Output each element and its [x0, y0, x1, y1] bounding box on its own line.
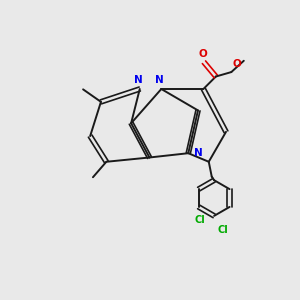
Text: O: O: [198, 49, 207, 59]
Text: Cl: Cl: [217, 225, 228, 236]
Text: Cl: Cl: [194, 215, 205, 225]
Text: N: N: [155, 75, 164, 85]
Text: N: N: [134, 75, 142, 85]
Text: O: O: [232, 59, 241, 69]
Text: N: N: [194, 148, 202, 158]
